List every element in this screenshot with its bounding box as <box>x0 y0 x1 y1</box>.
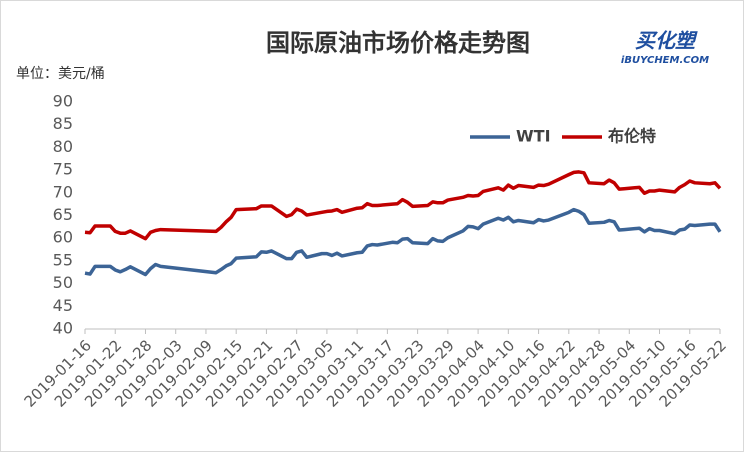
y-tick-label: 75 <box>53 160 73 179</box>
y-tick-label: 65 <box>53 205 73 224</box>
chart-title: 国际原油市场价格走势图 <box>266 29 530 57</box>
legend-label: WTI <box>516 127 551 146</box>
line <box>84 207 722 277</box>
y-tick-label: 85 <box>53 114 73 133</box>
line <box>84 170 722 241</box>
logo-subtext: iBUYCHEM.COM <box>621 55 709 66</box>
logo: 买化塑 <box>635 29 698 53</box>
y-tick-label: 45 <box>53 296 73 315</box>
y-tick-label: 90 <box>53 92 73 111</box>
legend-label: 布伦特 <box>608 127 656 146</box>
y-tick-label: 50 <box>53 273 73 292</box>
y-tick-label: 80 <box>53 137 73 156</box>
y-tick-label: 40 <box>53 319 73 338</box>
y-tick-label: 55 <box>53 250 73 269</box>
y-tick-label: 60 <box>53 228 73 247</box>
y-axis-label: 单位：美元/桶 <box>16 66 105 82</box>
y-tick-label: 70 <box>53 182 73 201</box>
